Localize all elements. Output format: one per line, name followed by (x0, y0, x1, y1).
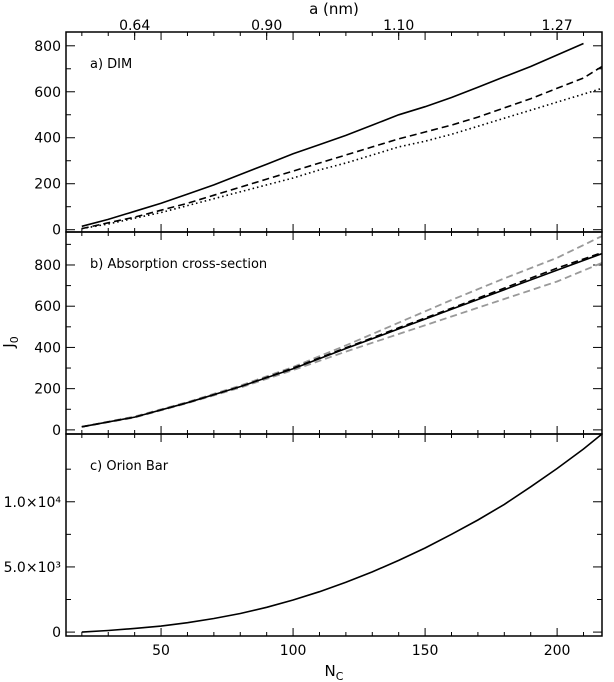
panel-label: c) Orion Bar (90, 459, 169, 474)
y-tick-label: 0 (52, 223, 61, 239)
top-tick-label: 1.27 (542, 18, 573, 34)
top-axis-title: a (nm) (309, 0, 359, 18)
panels: 0 200 400 600 800 a) DIM 0 200 400 600 800 b) Absor… (4, 31, 603, 641)
series-group (81, 42, 602, 230)
top-tick-label: 0.90 (251, 18, 282, 34)
x-tick-label: 150 (412, 643, 439, 659)
y-tick-label: 0 (52, 423, 61, 439)
y-tick-label: 0 (52, 625, 61, 641)
top-tick-label: 0.64 (119, 18, 150, 34)
y-axis-title-main: J (0, 343, 18, 348)
x-axis-title-main: N (325, 662, 336, 680)
panel-frame (65, 433, 603, 637)
panel-label: b) Absorption cross-section (90, 257, 267, 272)
series-line-solid (81, 42, 584, 228)
y-tick-label: 400 (34, 131, 61, 147)
y-tick-label: 200 (34, 382, 61, 398)
series-line-dashed (81, 262, 602, 428)
panel-2: 0 200 400 600 800 b) Absorption cross-section (34, 231, 603, 439)
y-tick-label: 1.0×10⁴ (4, 495, 62, 511)
y-tick-label: 800 (34, 39, 61, 55)
top-axis-ticks: 0.64 0.90 1.10 1.27 (119, 18, 573, 40)
y-tick-label: 5.0×10³ (4, 560, 61, 576)
y-axis-title: J0 (0, 336, 21, 348)
series-group (81, 235, 602, 428)
y-axis-title-sub: 0 (8, 336, 21, 343)
series-line-dashed (81, 65, 602, 230)
panel-1: 0 200 400 600 800 a) DIM (34, 31, 603, 239)
panel-3: 0 5.0×10³ 1.0×10⁴ c) Orion Bar (4, 433, 603, 641)
y-tick-label: 600 (34, 299, 61, 315)
y-tick-label: 200 (34, 177, 61, 193)
x-axis-title: NC (325, 662, 344, 682)
y-tick-label: 800 (34, 258, 61, 274)
y-tick-label: 600 (34, 85, 61, 101)
series-line-solid (81, 252, 602, 428)
panel-label: a) DIM (90, 57, 132, 72)
x-tick-label: 100 (280, 643, 307, 659)
series-line-solid (81, 434, 602, 633)
x-tick-label: 50 (152, 643, 170, 659)
bottom-axis-ticks: 50 100 150 200 (152, 643, 570, 659)
panel-frame (65, 31, 603, 233)
y-tick-label: 400 (34, 340, 61, 356)
top-tick-label: 1.10 (383, 18, 414, 34)
x-tick-label: 200 (544, 643, 571, 659)
series-line-dashed (81, 251, 602, 428)
x-axis-title-sub: C (336, 670, 344, 682)
series-line-dotted (81, 87, 602, 230)
series-group (81, 434, 602, 633)
